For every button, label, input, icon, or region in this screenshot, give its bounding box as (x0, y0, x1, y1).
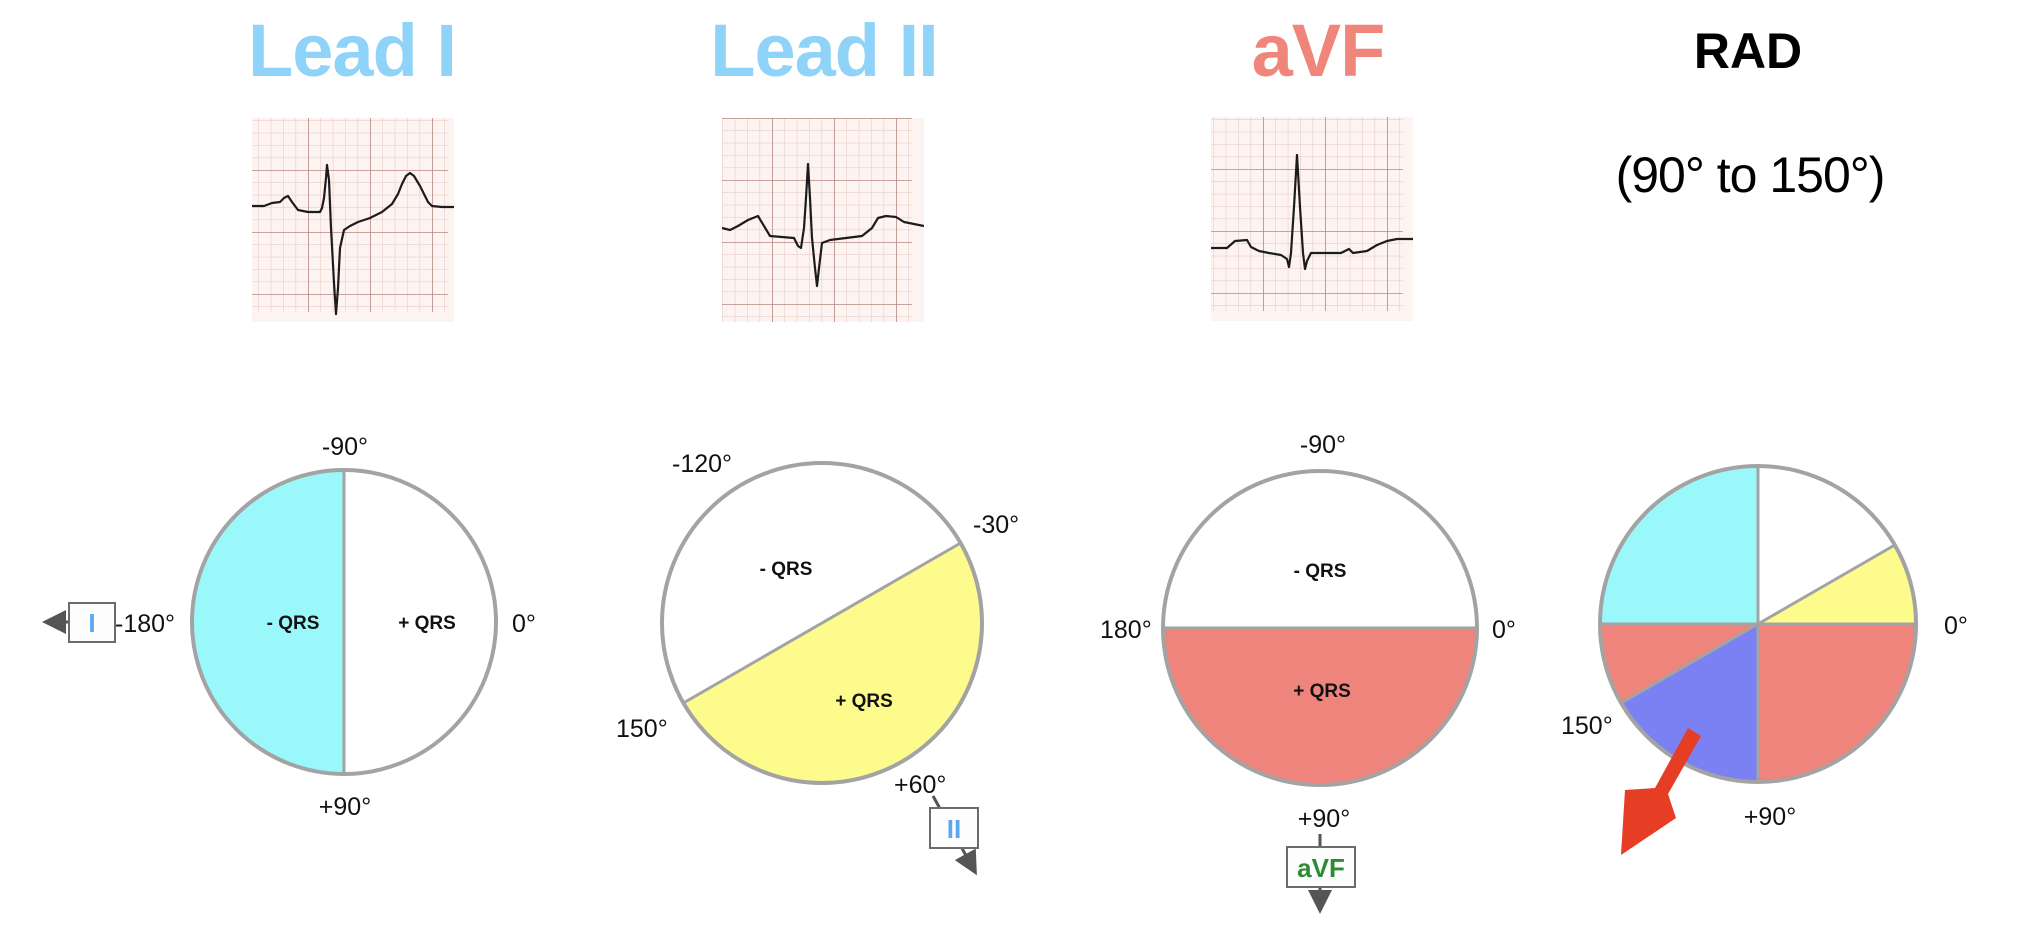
lead-i-ecg-strip (252, 118, 454, 322)
avf-negative-half (1163, 471, 1477, 628)
lead-i-degree-top: -90° (322, 433, 368, 461)
lead-ii-degree-upper-right: -30° (973, 511, 1019, 539)
avf-ecg-strip (1211, 117, 1413, 321)
lead-ii-degree-upper-left: -120° (672, 450, 732, 478)
lead-i-lead-marker: I (42, 602, 116, 643)
avf-degree-left: 180° (1100, 616, 1152, 644)
lead-i-box-label: I (88, 608, 95, 638)
rad-sector-cyan (1600, 466, 1758, 624)
lead-i-degree-right: 0° (512, 610, 536, 638)
lead-i-positive-qrs-label: + QRS (398, 613, 456, 634)
lead-i-circle: - QRS + QRS -90° +90° 0° -180° (115, 433, 536, 821)
lead-ii-negative-half (661, 463, 961, 703)
lead-ii-degree-lower-left: 150° (616, 715, 668, 743)
avf-box-label: aVF (1297, 853, 1345, 883)
avf-positive-half (1163, 628, 1477, 785)
avf-degree-top: -90° (1300, 431, 1346, 459)
avf-degree-bottom: +90° (1298, 805, 1350, 833)
lead-i-negative-qrs-label: - QRS (267, 613, 320, 634)
lead-i-title: Lead I (248, 9, 457, 92)
rad-range-subtitle: (90° to 150°) (1615, 147, 1886, 203)
lead-ii-negative-qrs-label: - QRS (760, 559, 813, 580)
lead-ii-lead-marker: II (929, 795, 979, 876)
lead-ii-ecg-strip (722, 118, 924, 322)
lead-i-positive-half (344, 470, 496, 774)
lead-i-negative-half (192, 470, 344, 774)
avf-circle: - QRS + QRS -90° +90° 0° 180° (1100, 431, 1516, 833)
avf-lead-marker: aVF (1286, 834, 1356, 914)
lead-ii-positive-half (683, 543, 983, 783)
rad-degree-right: 0° (1944, 612, 1968, 640)
rad-degree-lower-left: 150° (1561, 712, 1613, 740)
rad-degree-bottom: +90° (1744, 803, 1796, 831)
rad-axis-arrow-icon (1621, 728, 1701, 855)
ecg-trace (252, 163, 454, 316)
rad-sector-salmon-right (1758, 624, 1916, 782)
avf-negative-qrs-label: - QRS (1294, 561, 1347, 582)
lead-i-degree-left: -180° (115, 610, 175, 638)
rad-title: RAD (1693, 23, 1803, 79)
lead-i-degree-bottom: +90° (319, 793, 371, 821)
avf-title: aVF (1251, 9, 1386, 92)
lead-ii-box-label: II (947, 814, 961, 844)
lead-ii-degree-lower-right: +60° (894, 771, 946, 799)
rad-sector-yellow (1758, 545, 1916, 624)
avf-positive-qrs-label: + QRS (1293, 681, 1351, 702)
rad-circle: 0° 150° +90° (1561, 464, 1968, 831)
avf-degree-right: 0° (1492, 616, 1516, 644)
lead-ii-title: Lead II (710, 9, 938, 92)
rad-sector-salmon-left (1600, 624, 1758, 703)
lead-ii-positive-qrs-label: + QRS (835, 691, 893, 712)
lead-ii-circle: - QRS + QRS -120° -30° 150° +60° (616, 450, 1019, 799)
ecg-trace (1211, 153, 1413, 271)
ecg-trace (722, 162, 924, 288)
